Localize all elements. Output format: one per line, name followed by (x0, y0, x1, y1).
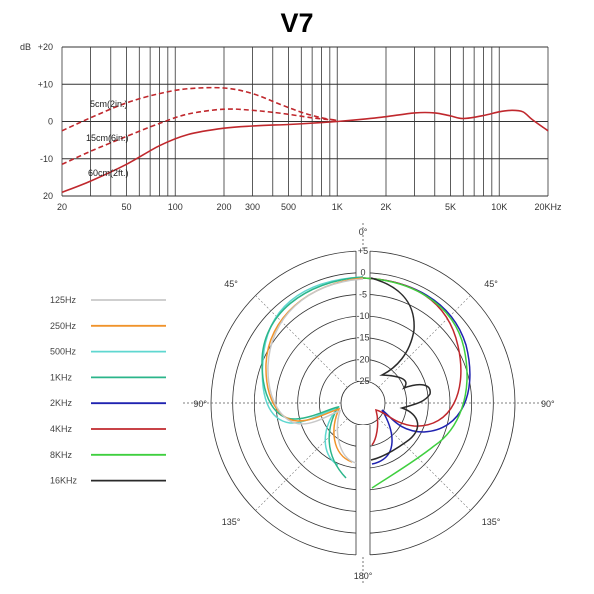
polar-r-tick: -25 (356, 376, 369, 386)
x-tick-label: 300 (245, 202, 260, 212)
polar-spoke (255, 418, 348, 511)
y-tick-label: -10 (40, 154, 53, 164)
x-tick-label: 2K (380, 202, 391, 212)
legend-label: 4KHz (50, 424, 73, 434)
legend-label: 1KHz (50, 372, 73, 382)
x-tick-label: 10K (491, 202, 507, 212)
polar-r-tick: 0 (360, 268, 365, 278)
legend-label: 16KHz (50, 476, 78, 486)
x-tick-label: 100 (168, 202, 183, 212)
polar-bottom-strip (356, 425, 370, 557)
angle-label-45-left: 45° (224, 279, 238, 289)
polar-series-line (370, 277, 431, 461)
polar-top-strip (356, 249, 370, 381)
x-tick-label: 5K (445, 202, 456, 212)
y-tick-label: 0 (48, 117, 53, 127)
legend-label: 8KHz (50, 450, 73, 460)
x-tick-label: 20 (57, 202, 67, 212)
series-line (61, 108, 338, 166)
polar-series-line (362, 277, 471, 465)
angle-label-180: 180° (354, 571, 373, 581)
polar-spoke (378, 295, 471, 388)
polar-spoke (255, 295, 348, 388)
polar-r-tick: -15 (356, 333, 369, 343)
angle-label-90-right: 90° (541, 399, 555, 409)
angle-label-45-right: 45° (484, 279, 498, 289)
series-line (61, 109, 549, 194)
series-annotation: 60cm(2ft.) (88, 168, 129, 178)
y-unit-label: dB (20, 42, 31, 52)
x-tick-label: 500 (281, 202, 296, 212)
x-tick-label: 200 (216, 202, 231, 212)
y-tick-label: 20 (43, 191, 53, 201)
polar-r-tick: -5 (359, 289, 367, 299)
y-tick-label: +20 (38, 42, 53, 52)
x-tick-label: 1K (332, 202, 343, 212)
polar-series-line (261, 276, 364, 466)
series-line (61, 86, 338, 132)
chart-title: V7 (280, 8, 314, 38)
legend-label: 250Hz (50, 321, 77, 331)
polar-r-tick: +5 (358, 246, 368, 256)
polar-r-tick: -20 (356, 354, 369, 364)
y-tick-label: +10 (38, 79, 53, 89)
polar-series-line (267, 278, 364, 464)
legend-label: 2KHz (50, 398, 73, 408)
x-tick-label: 20KHz (534, 202, 562, 212)
angle-label-90-left: 90° (193, 399, 207, 409)
x-tick-label: 50 (121, 202, 131, 212)
angle-label-0: 0° (359, 227, 368, 237)
legend-label: 500Hz (50, 347, 77, 357)
angle-label-135-left: 135° (222, 517, 241, 527)
polar-ring (340, 380, 386, 426)
series-annotation: 5cm(2in.) (90, 99, 128, 109)
polar-r-tick: -10 (356, 311, 369, 321)
legend-label: 125Hz (50, 295, 77, 305)
polar-spoke (378, 418, 471, 511)
angle-label-135-right: 135° (482, 517, 501, 527)
polar-series-line (362, 277, 468, 489)
series-annotation: 15cm(6in.) (86, 133, 129, 143)
